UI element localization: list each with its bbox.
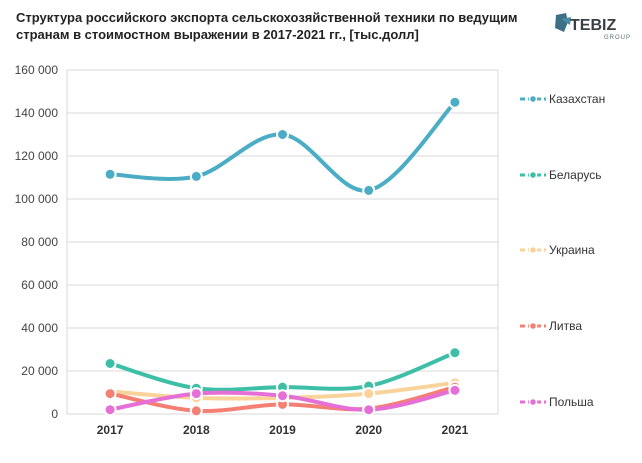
grid bbox=[66, 69, 499, 415]
data-point bbox=[103, 167, 117, 181]
legend: Казахстан Беларусь Украина Литва Польша bbox=[520, 92, 605, 409]
x-axis-ticks: 2017 2018 2019 2020 2021 bbox=[97, 423, 469, 437]
data-point bbox=[362, 403, 376, 417]
data-point bbox=[189, 387, 203, 401]
legend-marker bbox=[528, 170, 538, 180]
series-points bbox=[103, 95, 462, 418]
data-point bbox=[103, 387, 117, 401]
y-tick-label: 60 000 bbox=[21, 278, 58, 292]
data-point bbox=[362, 387, 376, 401]
x-tick-label: 2021 bbox=[442, 423, 469, 437]
data-point bbox=[189, 169, 203, 183]
chart-title: Структура российского экспорта сельскохо… bbox=[16, 10, 518, 42]
series-line-1 bbox=[108, 100, 457, 193]
x-tick-label: 2017 bbox=[97, 423, 124, 437]
tebiz-logo-icon: TEBIZ GROUP bbox=[555, 13, 631, 41]
legend-label: Украина bbox=[549, 243, 595, 257]
x-tick-label: 2018 bbox=[183, 423, 210, 437]
legend-marker bbox=[528, 321, 538, 331]
y-tick-label: 120 000 bbox=[15, 149, 59, 163]
y-tick-label: 20 000 bbox=[21, 364, 58, 378]
data-point bbox=[103, 403, 117, 417]
data-point bbox=[276, 128, 289, 141]
legend-marker bbox=[528, 397, 538, 407]
data-point bbox=[448, 346, 462, 360]
legend-marker bbox=[528, 94, 538, 104]
legend-label: Литва bbox=[549, 319, 582, 333]
legend-marker bbox=[528, 245, 538, 255]
logo-brand: TEBIZ bbox=[570, 17, 616, 34]
data-point bbox=[448, 95, 462, 109]
y-tick-label: 0 bbox=[51, 407, 58, 421]
y-axis-ticks: 0 20 000 40 000 60 000 80 000 100 000 120 000 1… bbox=[15, 63, 59, 421]
legend-label: Польша bbox=[549, 395, 594, 409]
legend-label: Беларусь bbox=[549, 168, 601, 182]
legend-label: Казахстан bbox=[549, 92, 605, 106]
y-tick-label: 80 000 bbox=[21, 235, 58, 249]
x-tick-label: 2019 bbox=[269, 423, 296, 437]
data-point bbox=[103, 356, 117, 370]
tebiz-logo: TEBIZ GROUP bbox=[552, 10, 632, 42]
logo-sub: GROUP bbox=[604, 35, 631, 41]
y-tick-label: 40 000 bbox=[21, 321, 58, 335]
y-tick-label: 160 000 bbox=[15, 63, 59, 77]
y-tick-label: 100 000 bbox=[15, 192, 59, 206]
data-point bbox=[448, 383, 462, 397]
data-point bbox=[189, 404, 203, 418]
y-tick-label: 140 000 bbox=[15, 106, 59, 120]
data-point bbox=[276, 389, 289, 403]
x-tick-label: 2020 bbox=[355, 423, 382, 437]
data-point bbox=[362, 183, 376, 197]
series-lines bbox=[108, 100, 457, 414]
